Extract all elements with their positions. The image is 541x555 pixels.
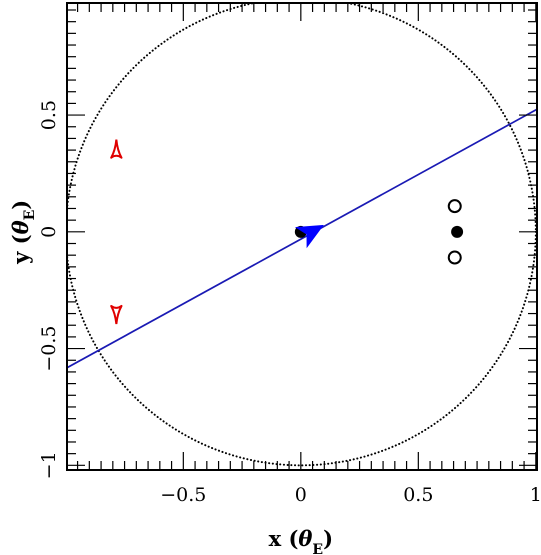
x-axis-label: x (θE) [269, 526, 333, 555]
x-tick-label: 0 [295, 484, 307, 506]
image-marker-1 [447, 199, 462, 214]
x-tick-label: −0.5 [160, 484, 206, 506]
lens-mass-2 [451, 225, 464, 238]
x-tick-label: 1 [530, 484, 541, 506]
y-tick-label: −1 [38, 451, 60, 479]
y-tick-label: −0.5 [38, 326, 60, 372]
y-tick-label: 0.5 [38, 100, 60, 130]
caustic-1 [110, 139, 123, 159]
x-tick-label: 0.5 [403, 484, 433, 506]
image-marker-2 [447, 250, 462, 265]
caustic-2 [110, 304, 123, 325]
source-arrow [294, 224, 324, 249]
y-tick-label: 0 [38, 226, 60, 238]
source-trajectory [67, 108, 537, 369]
y-axis-label: y (θE) [8, 200, 39, 265]
plot-frame [66, 2, 538, 471]
